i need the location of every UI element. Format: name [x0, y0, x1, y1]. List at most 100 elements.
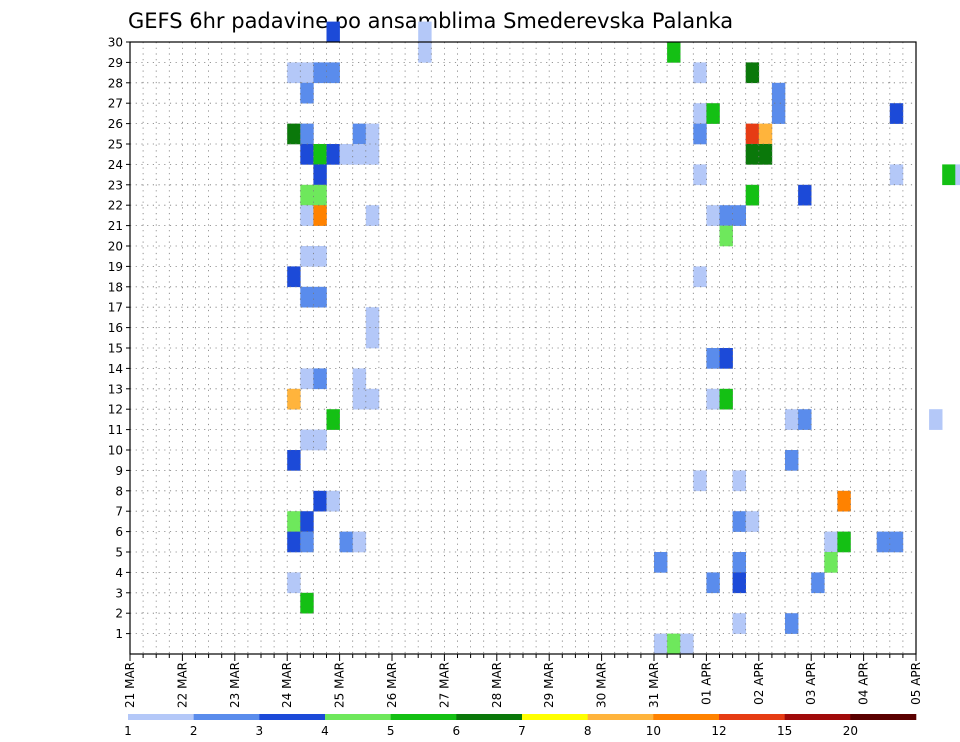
x-tick-label: 28 MAR [490, 662, 504, 708]
y-tick-label: 5 [115, 546, 123, 560]
heatmap-cell [313, 144, 327, 165]
y-axis: 1234567891011121314151617181920212223242… [108, 36, 130, 641]
colorbar-label: 7 [518, 724, 526, 738]
heatmap-cell [287, 62, 301, 84]
heatmap-cell [824, 531, 838, 553]
heatmap-cell [876, 531, 891, 553]
colorbar-label: 20 [843, 724, 858, 738]
heatmap-cell [654, 633, 668, 655]
heatmap-cell [326, 62, 340, 84]
colorbar-swatch [850, 714, 917, 720]
heatmap-cell [287, 388, 301, 410]
heatmap-cell [326, 21, 340, 43]
heatmap-cell [300, 62, 314, 84]
heatmap-cell [745, 144, 760, 165]
y-tick-label: 12 [108, 403, 123, 417]
x-tick-label: 04 APR [857, 662, 871, 705]
heatmap-cell [300, 205, 314, 226]
heatmap-cell [287, 450, 301, 471]
heatmap-cell [785, 409, 799, 430]
grid-lines [130, 41, 916, 654]
heatmap-cell [785, 613, 799, 634]
plot-frame [129, 41, 917, 655]
heatmap-cell [758, 144, 773, 165]
x-tick-label: 30 MAR [595, 662, 609, 708]
colorbar-swatch [390, 714, 457, 720]
y-tick-label: 4 [115, 566, 123, 580]
colorbar-label: 12 [711, 724, 726, 738]
heatmap-cell [680, 633, 694, 655]
heatmap-cell [693, 103, 707, 124]
heatmap-cell [811, 572, 825, 594]
x-tick-label: 27 MAR [437, 662, 451, 708]
colorbar-label: 5 [387, 724, 395, 738]
heatmap-cell [300, 286, 314, 308]
heatmap-cell [300, 592, 314, 614]
heatmap-cell [287, 266, 301, 288]
heatmap-cell [693, 164, 707, 186]
x-tick-label: 05 APR [909, 662, 923, 705]
heatmap-cell [693, 266, 707, 288]
y-tick-label: 15 [108, 342, 123, 356]
x-tick-label: 25 MAR [333, 662, 347, 708]
heatmap-cell [352, 368, 367, 390]
y-tick-label: 7 [115, 505, 123, 519]
colorbar-legend: 1 2 3 4 5 6 7 8 10 12 15 20 [124, 714, 917, 738]
heatmap-cell [732, 470, 746, 492]
x-tick-label: 29 MAR [542, 662, 556, 708]
heatmap-cell [313, 205, 327, 226]
colorbar-swatch [325, 714, 391, 720]
heatmap-cell [758, 123, 773, 145]
colorbar-label: 8 [584, 724, 592, 738]
heatmap-cell [706, 572, 720, 594]
heatmap-cell [300, 511, 314, 532]
heatmap-cell [313, 286, 327, 308]
heatmap-cell [929, 409, 943, 430]
y-tick-label: 24 [108, 158, 123, 172]
heatmap-cell [300, 82, 314, 104]
heatmap-cell [745, 184, 760, 206]
heatmap-cell [785, 450, 799, 471]
y-tick-label: 18 [108, 280, 123, 294]
colorbar-swatch [587, 714, 654, 720]
y-tick-label: 13 [108, 382, 123, 396]
y-tick-label: 26 [108, 117, 123, 131]
y-tick-label: 6 [115, 525, 123, 539]
colorbar-swatch [456, 714, 523, 720]
heatmap-cell [771, 82, 786, 104]
x-tick-label: 21 MAR [123, 662, 137, 708]
heatmap-cell [287, 572, 301, 594]
heatmap-cell [837, 490, 851, 512]
heatmap-cell [352, 531, 367, 553]
heatmap-cells [287, 21, 960, 655]
colorbar-label: 2 [190, 724, 198, 738]
heatmap-cell [352, 388, 367, 410]
y-tick-label: 28 [108, 76, 123, 90]
heatmap-cell [300, 429, 314, 451]
colorbar-label: 1 [124, 724, 132, 738]
heatmap-cell [706, 205, 720, 226]
y-tick-label: 16 [108, 321, 123, 335]
heatmap-cell [352, 123, 367, 145]
heatmap-cell [339, 531, 353, 553]
heatmap-cell [706, 103, 720, 124]
colorbar-swatch [719, 714, 785, 720]
heatmap-cell [837, 531, 851, 553]
heatmap-cell [745, 511, 760, 532]
heatmap-cell [889, 103, 904, 124]
y-tick-label: 22 [108, 199, 123, 213]
heatmap-cell [706, 388, 720, 410]
heatmap-cell [693, 62, 707, 84]
heatmap-cell [313, 62, 327, 84]
heatmap-cell [300, 144, 314, 165]
y-tick-label: 25 [108, 138, 123, 152]
heatmap-cell [313, 246, 327, 267]
heatmap-cell [418, 42, 432, 63]
heatmap-cell [313, 368, 327, 390]
heatmap-cell [732, 613, 746, 634]
heatmap-cell [955, 164, 960, 186]
heatmap-cell [771, 103, 786, 124]
colorbar-label: 15 [777, 724, 792, 738]
y-tick-label: 2 [115, 607, 123, 621]
heatmap-cell [719, 348, 733, 369]
